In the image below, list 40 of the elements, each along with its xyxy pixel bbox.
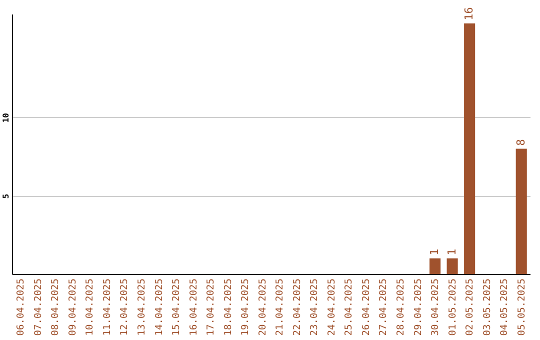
data-label: 8: [514, 139, 528, 146]
data-label: 1: [445, 248, 458, 256]
x-tick-label: 02.05.2025: [464, 278, 476, 336]
x-tick-label: 23.04.2025: [309, 278, 320, 336]
x-tick-label: 17.04.2025: [206, 278, 217, 336]
x-tick-label: 15.04.2025: [171, 278, 182, 336]
x-tick-label: 11.04.2025: [102, 278, 113, 336]
y-tick-label: 5: [2, 194, 10, 199]
x-tick-label: 01.05.2025: [447, 278, 458, 336]
x-tick-label: 10.04.2025: [84, 278, 96, 336]
bar: [516, 148, 527, 274]
x-tick-label: 06.04.2025: [16, 278, 27, 336]
x-tick-label: 21.04.2025: [274, 278, 286, 336]
x-tick-label: 07.04.2025: [32, 278, 44, 336]
x-tick-label: 03.05.2025: [482, 278, 493, 336]
x-tick-label: 28.04.2025: [396, 278, 406, 336]
x-tick-label: 14.04.2025: [154, 278, 165, 336]
x-tick-label: 30.04.2025: [430, 278, 442, 336]
bar: [446, 258, 458, 274]
x-tick-label: 25.04.2025: [344, 278, 355, 336]
x-tick-label: 05.05.2025: [516, 278, 528, 336]
x-tick-label: 08.04.2025: [50, 278, 62, 336]
x-tick-label: 09.04.2025: [67, 278, 78, 336]
x-tick-label: 29.04.2025: [412, 278, 424, 336]
data-label: 1: [428, 248, 442, 256]
x-tick-label: 20.04.2025: [257, 278, 268, 336]
bar: [430, 258, 441, 274]
x-tick-label: 22.04.2025: [292, 278, 303, 336]
y-tick-label: 10: [2, 112, 10, 123]
x-tick-label: 26.04.2025: [360, 278, 372, 336]
x-tick-label: 12.04.2025: [119, 278, 130, 336]
x-tick-label: 04.05.2025: [499, 278, 510, 336]
x-tick-label: 16.04.2025: [188, 278, 200, 336]
x-tick-label: 19.04.2025: [240, 278, 252, 336]
x-tick-label: 18.04.2025: [222, 278, 234, 336]
x-tick-label: 27.04.2025: [378, 278, 390, 336]
bar: [464, 23, 476, 274]
x-tick-label: 13.04.2025: [136, 278, 148, 336]
x-tick-label: 24.04.2025: [326, 278, 338, 336]
data-label: 16: [462, 7, 476, 20]
